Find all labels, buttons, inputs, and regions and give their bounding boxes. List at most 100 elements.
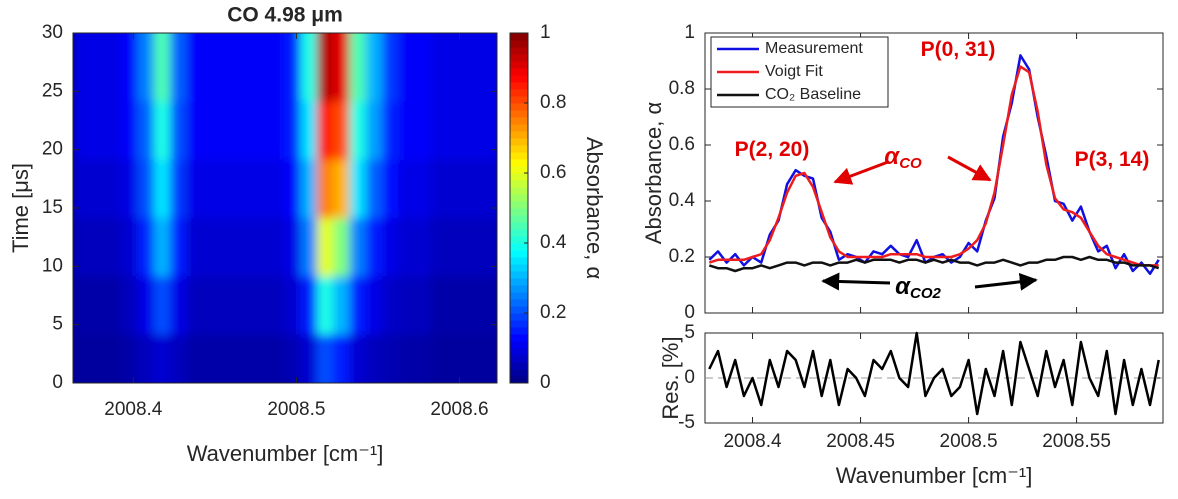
colorbar-segment bbox=[510, 68, 528, 76]
annotation: αCO bbox=[884, 143, 922, 172]
colorbar-tick-label: 0.6 bbox=[540, 162, 566, 183]
charts: 2008.4 2008.5 2008.6051015202530Wavenumber… bbox=[8, 4, 1164, 488]
colorbar-segment bbox=[510, 236, 528, 244]
annotation-subscript: CO bbox=[899, 155, 922, 172]
annotation-subscript: CO2 bbox=[910, 285, 942, 302]
colorbar-segment bbox=[510, 138, 528, 146]
x-tick-label: 2008.45 bbox=[826, 431, 895, 452]
colorbar-segment bbox=[510, 334, 528, 342]
y-tick-label: 0.8 bbox=[669, 78, 695, 99]
y-tick-label: -5 bbox=[678, 412, 695, 433]
colorbar-segment bbox=[510, 47, 528, 55]
colorbar-segment bbox=[510, 222, 528, 230]
annotation-text: P(3, 14) bbox=[1075, 148, 1150, 171]
colorbar-segment bbox=[510, 103, 528, 111]
colorbar-segment bbox=[510, 208, 528, 216]
y-tick-label: 15 bbox=[42, 197, 63, 218]
colorbar-segment bbox=[510, 61, 528, 69]
arrow bbox=[833, 160, 889, 185]
colorbar-segment bbox=[510, 152, 528, 160]
annotation: αCO2 bbox=[895, 273, 941, 302]
y-tick-label: 5 bbox=[52, 314, 63, 335]
colorbar-tick-label: 0 bbox=[540, 372, 551, 393]
colorbar-segment bbox=[510, 327, 528, 335]
colorbar-segment bbox=[510, 306, 528, 314]
colorbar-segment bbox=[510, 187, 528, 195]
plot-frame bbox=[704, 32, 1164, 314]
colorbar-segment bbox=[510, 201, 528, 209]
colorbar-segment bbox=[510, 124, 528, 132]
colorbar-segment bbox=[510, 173, 528, 181]
heatmap-cells bbox=[73, 33, 497, 383]
arrow bbox=[947, 155, 992, 182]
y-tick-label: 25 bbox=[42, 80, 63, 101]
y-axis-label: Time [μs] bbox=[8, 163, 33, 253]
y-axis-label: Absorbance, α bbox=[641, 102, 666, 245]
colorbar-segment bbox=[510, 229, 528, 237]
y-tick-label: 0 bbox=[52, 372, 63, 393]
y-tick-label: 0.6 bbox=[669, 134, 695, 155]
y-tick-label: 1 bbox=[684, 22, 695, 43]
colorbar-segment bbox=[510, 355, 528, 363]
colorbar-tick-label: 0.4 bbox=[540, 232, 567, 253]
legend-label: CO₂ Baseline bbox=[765, 86, 861, 103]
annotation: P(0, 31) bbox=[921, 38, 996, 61]
series-line bbox=[708, 331, 1160, 416]
y-tick-label: 5 bbox=[684, 322, 695, 343]
heatmap-cells bbox=[73, 33, 497, 383]
chart-title: CO 4.98 μm bbox=[227, 4, 343, 27]
colorbar-segment bbox=[510, 271, 528, 279]
annotation-text: P(2, 20) bbox=[735, 138, 810, 161]
series-line bbox=[708, 65, 1159, 267]
y-tick-label: 0.4 bbox=[669, 190, 696, 211]
colorbar-segment bbox=[510, 285, 528, 293]
y-tick-label: 20 bbox=[42, 139, 63, 160]
colorbar-segment bbox=[510, 341, 528, 349]
annotation: P(3, 14) bbox=[1075, 148, 1150, 171]
colorbar-tick-label: 1 bbox=[540, 22, 551, 43]
colorbar-segment bbox=[510, 348, 528, 356]
colorbar-segment bbox=[510, 166, 528, 174]
colorbar-segment bbox=[510, 320, 528, 328]
annotation: P(2, 20) bbox=[735, 138, 810, 161]
colorbar-segment bbox=[510, 215, 528, 223]
y-tick-label: 0 bbox=[684, 302, 695, 323]
colorbar-segment bbox=[510, 96, 528, 104]
y-tick-label: 0 bbox=[684, 367, 695, 388]
colorbar-segment bbox=[510, 110, 528, 118]
y-tick-label: 0.2 bbox=[669, 246, 695, 267]
colorbar-segment bbox=[510, 313, 528, 321]
colorbar-segment bbox=[510, 376, 528, 384]
y-axis-label: Res. [%] bbox=[658, 336, 683, 419]
colorbar-segment bbox=[510, 278, 528, 286]
colorbar-tick-label: 0.2 bbox=[540, 302, 566, 323]
x-tick-label: 2008.6 bbox=[430, 399, 488, 420]
colorbar-segment bbox=[510, 82, 528, 90]
colorbar-segment bbox=[510, 250, 528, 258]
arrow bbox=[821, 272, 891, 291]
plot-frame bbox=[72, 32, 498, 384]
colorbar-segment bbox=[510, 299, 528, 307]
colorbar-frame bbox=[509, 32, 529, 384]
colorbar-segment bbox=[510, 33, 528, 41]
colorbar-segment bbox=[510, 89, 528, 97]
colorbar-segment bbox=[510, 131, 528, 139]
annotation-text: P(0, 31) bbox=[921, 38, 996, 61]
series-line bbox=[708, 255, 1160, 273]
colorbar-segment bbox=[510, 243, 528, 251]
colorbar-segment bbox=[510, 362, 528, 370]
colorbar-segment bbox=[510, 159, 528, 167]
colorbar-segment bbox=[510, 264, 528, 272]
colorbar-segment bbox=[510, 180, 528, 188]
arrow bbox=[974, 272, 1038, 291]
colorbar-label: Absorbance, α bbox=[582, 137, 607, 280]
x-tick-label: 2008.4 bbox=[723, 431, 782, 452]
x-tick-label: 2008.5 bbox=[940, 431, 998, 452]
x-tick-label: 2008.4 bbox=[104, 399, 163, 420]
x-axis-label: Wavenumber [cm⁻¹] bbox=[187, 441, 384, 466]
y-tick-label: 30 bbox=[42, 22, 63, 43]
colorbar-segment bbox=[510, 54, 528, 62]
y-tick-label: 10 bbox=[42, 255, 63, 276]
x-tick-label: 2008.5 bbox=[267, 399, 325, 420]
